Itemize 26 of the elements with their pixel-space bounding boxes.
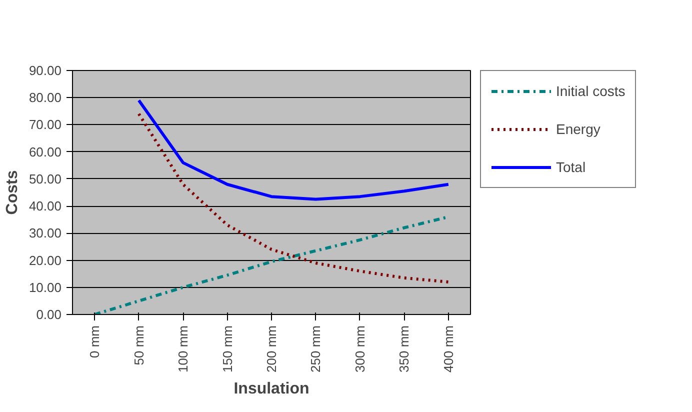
legend-label: Initial costs (556, 83, 626, 99)
x-tick-label: 50 mm (131, 325, 146, 366)
y-tick-label: 40.00 (28, 198, 62, 214)
y-tick-label: 0.00 (36, 307, 62, 322)
x-tick-label: 300 mm (352, 325, 368, 372)
y-tick-label: 60.00 (28, 144, 62, 160)
x-tick-label: 150 mm (220, 325, 235, 372)
legend-label: Energy (556, 121, 600, 137)
x-tick-label: 350 mm (396, 325, 412, 372)
line-series (137, 98, 450, 201)
y-tick-label: 20.00 (28, 252, 62, 268)
y-tick-label: 90.00 (28, 63, 62, 78)
x-axis-title: Insulation (234, 380, 310, 398)
y-tick-label: 80.00 (28, 90, 62, 106)
y-tick-label: 50.00 (28, 171, 62, 186)
line-series (137, 112, 450, 284)
x-tick-label: 0 mm (87, 326, 102, 358)
y-tick-label: 30.00 (28, 226, 62, 241)
x-tick-label: 100 mm (176, 325, 191, 372)
y-tick-label: 10.00 (28, 280, 62, 295)
x-tick-label: 200 mm (264, 325, 279, 372)
x-tick-label: 250 mm (308, 325, 324, 372)
y-tick-label: 70.00 (28, 117, 62, 132)
x-tick-label: 400 mm (440, 325, 456, 372)
legend-label: Total (556, 159, 586, 175)
y-axis-title: Costs (4, 170, 21, 215)
